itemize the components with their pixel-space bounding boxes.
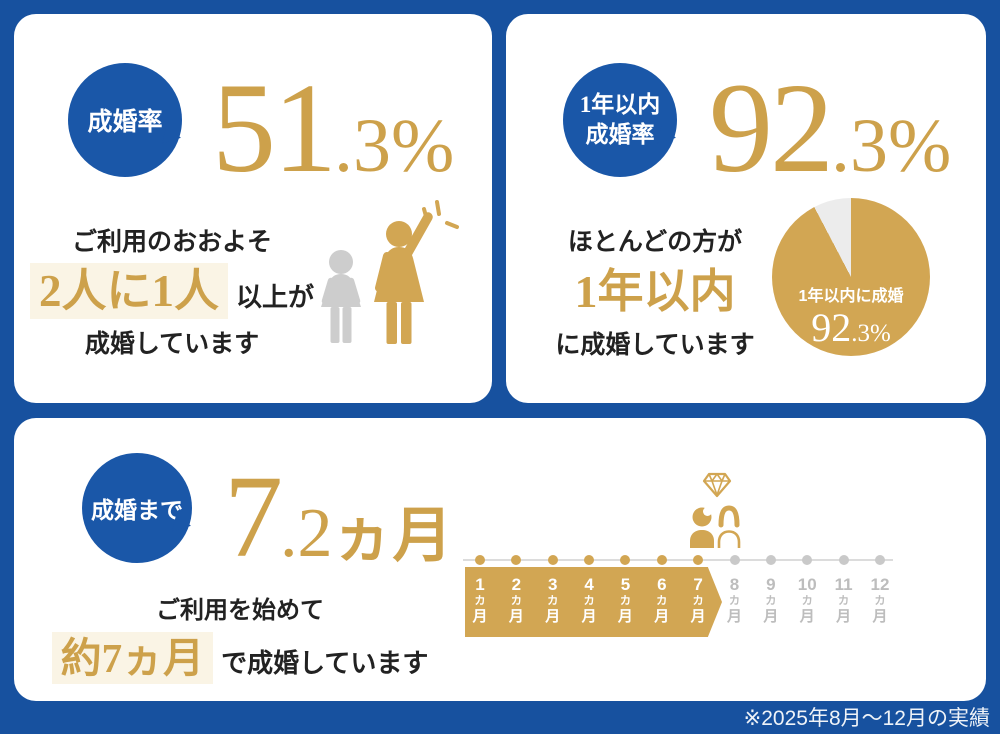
pie-chart: 1年以内に成婚 92.3% — [772, 198, 930, 356]
within-year-bubble: 1年以内 成婚率 — [563, 63, 677, 177]
within-year-bubble-line2: 成婚率 — [585, 122, 655, 147]
pie-chart-text: 1年以内に成婚 92.3% — [772, 286, 930, 348]
within-year-bubble-line1: 1年以内 — [579, 92, 661, 117]
within-year-description: ほとんどの方が 1年以内 に成婚しています — [506, 222, 804, 361]
marriage-rate-line3: 成婚しています — [84, 329, 260, 358]
within-year-value: 92.3% — [709, 64, 951, 192]
months-description: ご利用を始めて 約7ヵ月 で成婚しています — [40, 590, 440, 688]
timeline-dot — [693, 555, 704, 565]
months-value-main: 7 — [224, 451, 283, 582]
within-year-value-unit: % — [888, 104, 952, 188]
timeline-dot — [620, 555, 631, 565]
marriage-rate-highlight: 2人に1人 — [29, 263, 228, 319]
marriage-rate-after-highlight: 以上が — [236, 282, 315, 312]
months-highlight: 約7ヵ月 — [51, 632, 214, 684]
months-value-decimal: .2 — [280, 495, 333, 572]
timeline: 1 カ月 2 カ月 3 カ月 4 カ月 5 カ月 6 カ月 7 カ月 8 カ月 9 カ月 10 カ月 11 カ月 12 カ月 — [449, 462, 909, 677]
timeline-dot — [547, 555, 558, 565]
within-year-value-main: 92 — [709, 57, 834, 199]
timeline-axis-line — [463, 559, 893, 561]
card-marriage-rate: 成婚率 51.3% ご利用のおおよそ 2人に1人 以上が 成婚しています — [14, 14, 492, 403]
months-after-highlight: で成婚しています — [221, 648, 429, 678]
pie-value-decimal: .3 — [851, 320, 870, 347]
timeline-dot — [802, 555, 813, 565]
marriage-rate-bubble: 成婚率 — [68, 63, 182, 177]
marriage-rate-value-decimal: .3 — [334, 104, 391, 188]
marriage-rate-description: ご利用のおおよそ 2人に1人 以上が 成婚しています — [14, 222, 330, 360]
timeline-highlight-arrow — [465, 567, 722, 637]
marriage-rate-line1: ご利用のおおよそ — [71, 228, 272, 256]
footer-note: ※2025年8月〜12月の実績 — [743, 707, 990, 730]
marriage-rate-value-main: 51 — [212, 57, 337, 199]
timeline-dot — [765, 555, 776, 565]
diamond-icon — [702, 472, 732, 498]
pie-value-unit: % — [869, 320, 891, 347]
pie-chart-value: 92.3% — [772, 308, 930, 348]
timeline-month-label: 12 カ月 — [870, 575, 890, 625]
timeline-dot — [584, 555, 595, 565]
within-year-line1: ほとんどの方が — [567, 228, 743, 256]
within-year-line3: に成婚しています — [555, 330, 755, 359]
two-people-icon — [321, 200, 459, 344]
pie-value-main: 92 — [811, 305, 852, 350]
timeline-dot — [838, 555, 849, 565]
timeline-dot — [475, 555, 485, 565]
months-bubble-label: 成婚まで — [91, 498, 183, 523]
months-bubble: 成婚まで — [82, 453, 192, 563]
within-year-highlight: 1年以内 — [574, 266, 736, 317]
pie-chart-label: 1年以内に成婚 — [798, 288, 904, 305]
marriage-rate-value: 51.3% — [212, 64, 454, 192]
months-value-unit: ヵ月 — [332, 503, 453, 569]
card-months-to-marriage: 成婚まで 7.2 ヵ月 ご利用を始めて 約7ヵ月 で成婚しています — [14, 418, 986, 701]
months-line1: ご利用を始めて — [156, 597, 324, 624]
timeline-month-label: 10 カ月 — [797, 575, 817, 625]
timeline-dot — [729, 555, 740, 565]
marriage-rate-value-unit: % — [391, 104, 455, 188]
timeline-dot — [874, 555, 885, 565]
timeline-dot — [656, 555, 667, 565]
months-value: 7.2 ヵ月 — [224, 458, 453, 576]
card-within-one-year: 1年以内 成婚率 92.3% ほとんどの方が 1年以内 に成婚しています 1年以… — [506, 14, 986, 403]
couple-icon — [690, 505, 741, 548]
within-year-value-decimal: .3 — [831, 104, 888, 188]
marriage-rate-bubble-label: 成婚率 — [87, 109, 163, 136]
timeline-dot — [511, 555, 522, 565]
timeline-month-label: 11 カ月 — [834, 575, 853, 625]
